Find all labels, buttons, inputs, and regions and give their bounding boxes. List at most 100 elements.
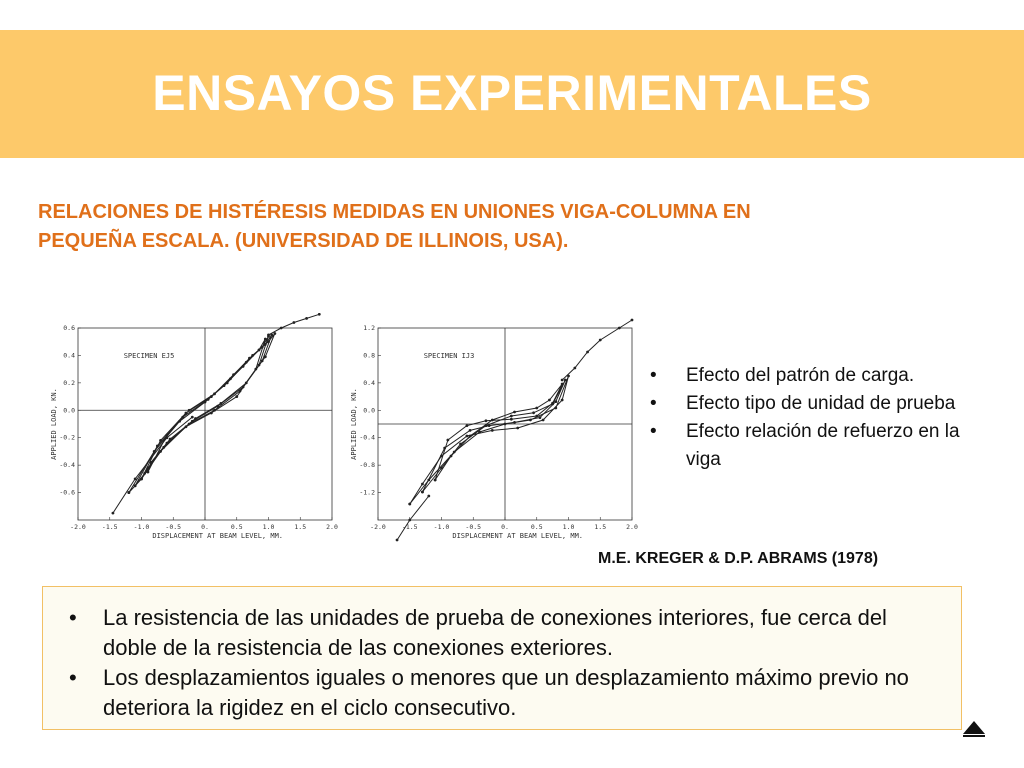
- x-tick-label: 2.0: [626, 523, 638, 531]
- data-point: [165, 436, 169, 440]
- hysteresis-loop: [421, 379, 566, 493]
- y-tick-label: 0.4: [63, 351, 75, 359]
- data-point: [427, 494, 431, 498]
- x-tick-label: -2.0: [70, 523, 86, 531]
- x-tick-label: 0.5: [531, 523, 543, 531]
- effects-list-item: • Efecto del patrón de carga.: [650, 362, 980, 390]
- effects-list-item: • Efecto relación de refuerzo en la viga: [650, 418, 980, 474]
- data-point: [513, 421, 516, 424]
- data-point: [279, 326, 283, 330]
- data-point: [133, 484, 137, 488]
- y-tick-label: -0.8: [359, 461, 375, 469]
- data-point: [408, 502, 412, 506]
- data-point: [446, 438, 450, 442]
- page-title: ENSAYOS EXPERIMENTALES: [152, 65, 872, 121]
- x-tick-label: -1.0: [434, 523, 450, 531]
- x-tick-label: -2.0: [370, 523, 386, 531]
- hysteresis-loop: [409, 375, 569, 505]
- x-tick-label: -1.5: [102, 523, 118, 531]
- y-tick-label: 0.2: [63, 379, 75, 387]
- data-point: [478, 430, 481, 434]
- y-tick-label: -0.2: [59, 434, 75, 442]
- data-point: [292, 321, 296, 324]
- hysteresis-chart-ej5: -2.0 -1.5 -1.0 -0.5 0. 0.5 1.0 1.5 2.0 0.6 0.4 0.2 0…: [50, 313, 338, 540]
- hysteresis-loop: [112, 416, 193, 514]
- hysteresis-loop: [396, 495, 430, 541]
- data-point: [127, 491, 131, 494]
- x-tick-label: -1.0: [134, 523, 150, 531]
- data-point: [395, 538, 399, 542]
- data-point: [535, 406, 539, 410]
- x-tick-label: 0.: [501, 523, 509, 531]
- x-axis-label: DISPLACEMENT AT BEAM LEVEL, MM.: [452, 532, 583, 540]
- effects-list: • Efecto del patrón de carga. • Efecto tip…: [650, 362, 980, 474]
- x-tick-label: -0.5: [465, 523, 481, 531]
- conclusion-text: Los desplazamientos iguales o menores qu…: [103, 665, 909, 720]
- conclusion-item: • La resistencia de las unidades de prueb…: [65, 603, 945, 663]
- y-axis-label: APPLIED LOAD, KN.: [50, 388, 58, 460]
- data-point: [487, 424, 491, 427]
- data-point: [516, 426, 520, 430]
- x-tick-label: 1.0: [563, 523, 575, 531]
- y-tick-label: 0.0: [63, 406, 75, 414]
- data-point: [532, 411, 535, 415]
- subtitle-line-1: RELACIONES DE HISTÉRESIS MEDIDAS EN UNIO…: [38, 201, 751, 223]
- data-point: [551, 401, 555, 405]
- data-point: [541, 418, 545, 422]
- data-point: [484, 419, 488, 423]
- y-tick-label: -0.4: [59, 461, 75, 469]
- bullet-icon: •: [650, 421, 657, 442]
- x-tick-label: 1.5: [294, 523, 306, 531]
- bullet-icon: •: [650, 365, 657, 386]
- data-point: [573, 366, 577, 370]
- y-tick-label: 0.8: [363, 351, 375, 359]
- hysteresis-loop: [268, 313, 320, 336]
- data-point: [468, 429, 472, 432]
- data-point: [554, 406, 558, 410]
- data-point: [149, 461, 153, 464]
- data-point: [465, 434, 469, 438]
- x-tick-label: 0.5: [231, 523, 243, 531]
- conclusions-box: • La resistencia de las unidades de prueb…: [42, 586, 962, 730]
- data-point: [449, 454, 453, 458]
- data-point: [267, 340, 270, 344]
- data-point: [194, 417, 197, 420]
- data-point: [213, 408, 216, 412]
- data-point: [617, 326, 621, 330]
- data-point: [421, 490, 424, 494]
- conclusion-text: La resistencia de las unidades de prueba…: [103, 605, 887, 660]
- subtitle: RELACIONES DE HISTÉRESIS MEDIDAS EN UNIO…: [38, 198, 968, 256]
- data-point: [244, 381, 248, 385]
- x-axis-label: DISPLACEMENT AT BEAM LEVEL, MM.: [152, 532, 283, 540]
- data-point: [490, 429, 494, 432]
- data-point: [630, 318, 634, 322]
- data-point: [165, 433, 169, 437]
- data-point: [465, 424, 469, 427]
- data-point: [421, 482, 424, 486]
- y-tick-label: -0.6: [59, 489, 75, 497]
- data-point: [187, 408, 191, 412]
- up-triangle-icon[interactable]: [962, 720, 986, 738]
- data-point: [168, 437, 172, 441]
- effects-list-item-text: Efecto tipo de unidad de prueba: [686, 393, 956, 414]
- citation: M.E. KREGER & D.P. ABRAMS (1978): [598, 550, 879, 567]
- data-point: [513, 410, 516, 414]
- y-tick-label: -0.4: [359, 434, 375, 442]
- data-point: [548, 398, 551, 402]
- hysteresis-loop: [434, 383, 563, 481]
- data-point: [267, 333, 270, 337]
- data-point: [263, 355, 267, 359]
- data-point: [535, 414, 539, 418]
- data-point: [563, 378, 567, 382]
- data-point: [509, 414, 513, 418]
- chart-title: SPECIMEN EJ5: [124, 352, 175, 360]
- effects-list-item-text: Efecto del patrón de carga.: [686, 365, 915, 386]
- data-point: [554, 400, 558, 403]
- data-point: [560, 378, 564, 382]
- data-point: [490, 418, 494, 422]
- y-tick-label: 0.4: [363, 379, 375, 387]
- hysteresis-loop: [561, 319, 633, 381]
- title-banner: ENSAYOS EXPERIMENTALES: [0, 30, 1024, 158]
- conclusions-list: • La resistencia de las unidades de prueb…: [65, 603, 945, 723]
- data-point: [509, 417, 513, 421]
